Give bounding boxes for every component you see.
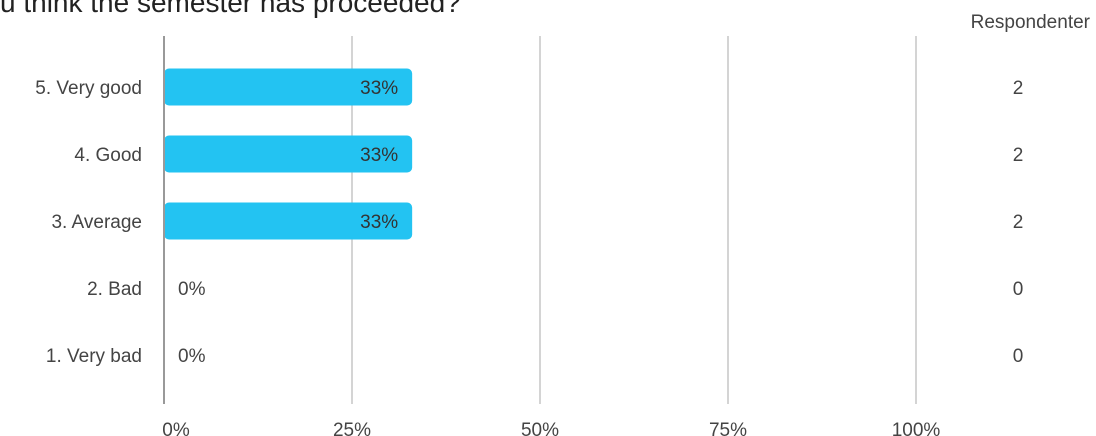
bar: [164, 202, 413, 240]
bar-value-label: 33%: [360, 212, 398, 233]
category-label: 5. Very good: [35, 78, 142, 99]
category-label: 4. Good: [74, 145, 142, 166]
respondents-header: Respondenter: [970, 12, 1090, 33]
x-tick-label: 50%: [521, 420, 559, 436]
bar-value-label: 0%: [178, 346, 206, 367]
bar: [164, 135, 413, 173]
bar-value-label: 33%: [360, 145, 398, 166]
category-label: 1. Very bad: [46, 346, 142, 367]
x-tick-label: 25%: [333, 420, 371, 436]
respondent-count: 0: [1013, 346, 1024, 367]
category-label: 2. Bad: [87, 279, 142, 300]
respondent-count: 2: [1013, 212, 1024, 233]
x-tick-label: 75%: [709, 420, 747, 436]
respondent-count: 0: [1013, 279, 1024, 300]
respondent-count: 2: [1013, 78, 1024, 99]
x-tick-label: 0%: [162, 420, 190, 436]
category-label: 3. Average: [51, 212, 142, 233]
bar: [164, 68, 413, 106]
bar-value-label: 0%: [178, 279, 206, 300]
respondent-count: 2: [1013, 145, 1024, 166]
question-title: u think the semester has proceeded?: [0, 0, 461, 18]
x-tick-label: 100%: [892, 420, 941, 436]
bar-value-label: 33%: [360, 78, 398, 99]
